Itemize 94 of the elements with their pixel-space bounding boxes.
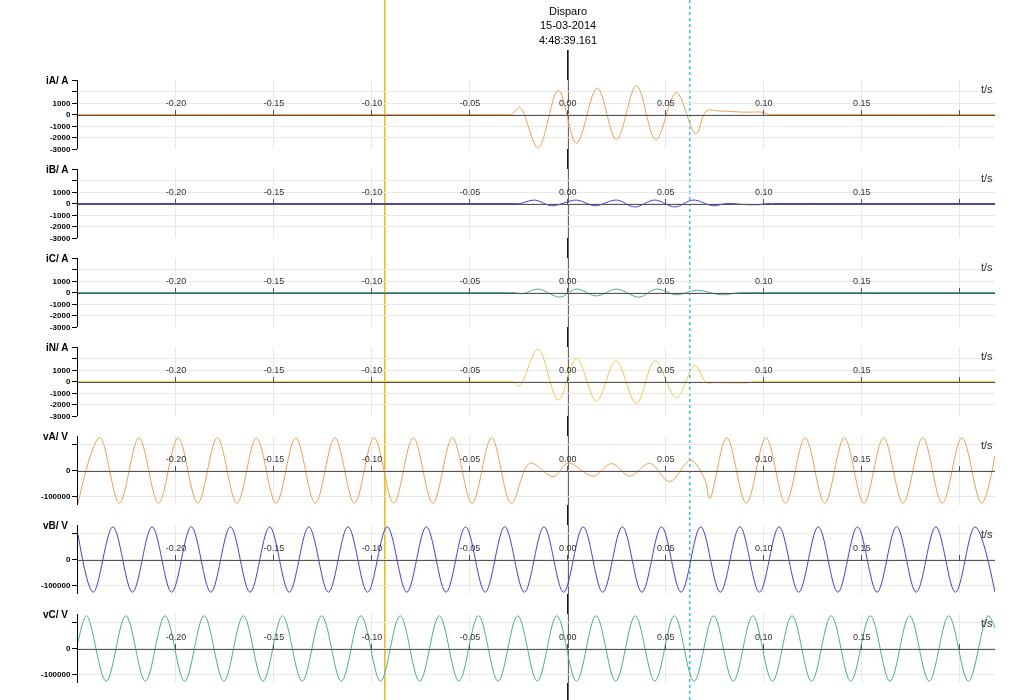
x-tick-label: -0.15 — [263, 453, 285, 464]
x-tick-label: -0.10 — [361, 453, 383, 464]
x-axis-title: t/s — [981, 261, 994, 273]
line-series — [78, 615, 995, 682]
x-tick-label: -0.10 — [361, 364, 383, 375]
x-tick-label: -0.10 — [361, 186, 383, 197]
x-tick-label: 0.05 — [657, 453, 675, 464]
y-tick-label: -2000 — [49, 222, 71, 232]
x-tick-label: 0.15 — [852, 364, 871, 375]
x-tick-label: -0.20 — [165, 364, 187, 375]
y-tick-label: -100000 — [41, 491, 71, 501]
x-tick-label: 0.05 — [657, 364, 675, 375]
y-tick-label: 0 — [65, 555, 71, 565]
x-tick-label: 0.10 — [755, 364, 773, 375]
x-tick-label: -0.05 — [459, 631, 481, 642]
x-tick-label: -0.10 — [361, 97, 383, 108]
y-tick-label: -3000 — [49, 322, 71, 332]
y-tick-label: -1000 — [49, 299, 71, 309]
x-tick-label: 0.15 — [852, 542, 871, 553]
x-axis-title: t/s — [981, 350, 994, 362]
y-axis-title: vA/ V — [43, 431, 69, 442]
x-tick-label: -0.15 — [263, 275, 285, 286]
y-axis-title: iN/ A — [46, 342, 69, 353]
y-tick-label: -1000 — [49, 388, 71, 398]
x-tick-label: 0.00 — [559, 275, 577, 286]
x-tick-label: -0.20 — [165, 542, 187, 553]
x-axis-title: t/s — [981, 172, 994, 184]
x-tick-label: 0.10 — [755, 275, 773, 286]
x-tick-label: 0.15 — [852, 97, 871, 108]
x-tick-label: -0.20 — [165, 97, 187, 108]
y-tick-label: 0 — [65, 288, 71, 298]
x-tick-label: 0.10 — [755, 453, 773, 464]
y-tick-label: -3000 — [49, 144, 71, 154]
x-tick-label: 0.05 — [657, 97, 675, 108]
x-tick-label: 0.10 — [755, 631, 773, 642]
y-tick-label: -2000 — [49, 311, 71, 321]
y-tick-label: 0 — [65, 644, 71, 654]
x-tick-label: 0.05 — [657, 275, 675, 286]
y-tick-label: -100000 — [41, 580, 71, 590]
y-tick-label: -2000 — [49, 133, 71, 143]
y-axis-title: vB/ V — [43, 520, 69, 531]
x-tick-label: -0.20 — [165, 631, 187, 642]
y-tick-label: 1000 — [52, 365, 71, 375]
x-tick-label: 0.10 — [755, 97, 773, 108]
x-tick-label: 0.05 — [657, 186, 675, 197]
y-tick-label: -3000 — [49, 233, 71, 243]
x-tick-label: 0.15 — [852, 453, 871, 464]
x-tick-label: -0.20 — [165, 453, 187, 464]
x-tick-label: 0.00 — [559, 186, 577, 197]
x-tick-label: -0.15 — [263, 364, 285, 375]
x-tick-label: -0.15 — [263, 631, 285, 642]
x-tick-label: 0.10 — [755, 186, 773, 197]
y-tick-label: -3000 — [49, 411, 71, 421]
x-tick-label: -0.10 — [361, 275, 383, 286]
y-tick-label: -2000 — [49, 400, 71, 410]
x-tick-label: 0.05 — [657, 631, 675, 642]
x-tick-label: 0.10 — [755, 542, 773, 553]
y-tick-label: 0 — [65, 466, 71, 476]
y-axis-title: iB/ A — [46, 164, 69, 175]
y-tick-label: 1000 — [52, 98, 71, 108]
x-tick-label: -0.05 — [459, 275, 481, 286]
y-tick-label: -1000 — [49, 121, 71, 131]
x-axis-title: t/s — [981, 528, 994, 540]
y-tick-label: 1000 — [52, 276, 71, 286]
y-axis-title: iC/ A — [46, 253, 69, 264]
x-tick-label: -0.05 — [459, 186, 481, 197]
line-series — [78, 437, 995, 504]
x-tick-label: -0.15 — [263, 186, 285, 197]
x-tick-label: -0.05 — [459, 97, 481, 108]
text: Disparo 15-03-2014 4:48:39.161 — [539, 5, 598, 46]
y-tick-label: -100000 — [41, 669, 71, 679]
x-tick-label: -0.05 — [459, 542, 481, 553]
x-axis-title: t/s — [981, 439, 994, 451]
x-tick-label: 0.15 — [852, 275, 871, 286]
y-axis-title: iA/ A — [46, 75, 69, 86]
y-tick-label: 0 — [65, 110, 71, 120]
y-tick-label: 0 — [65, 199, 71, 209]
y-tick-label: -1000 — [49, 210, 71, 220]
x-axis-title: t/s — [981, 617, 994, 629]
x-tick-label: -0.05 — [459, 364, 481, 375]
x-axis-title: t/s — [981, 83, 994, 95]
x-tick-label: -0.10 — [361, 542, 383, 553]
y-tick-label: 1000 — [52, 187, 71, 197]
x-tick-label: -0.15 — [263, 97, 285, 108]
x-tick-label: -0.15 — [263, 542, 285, 553]
x-tick-label: -0.10 — [361, 631, 383, 642]
x-tick-label: 0.15 — [852, 186, 871, 197]
x-tick-label: 0.15 — [852, 631, 871, 642]
x-tick-label: -0.20 — [165, 275, 187, 286]
x-tick-label: -0.20 — [165, 186, 187, 197]
y-tick-label: 0 — [65, 377, 71, 387]
y-axis-title: vC/ V — [43, 609, 69, 620]
x-tick-label: -0.05 — [459, 453, 481, 464]
x-tick-label: 0.05 — [657, 542, 675, 553]
